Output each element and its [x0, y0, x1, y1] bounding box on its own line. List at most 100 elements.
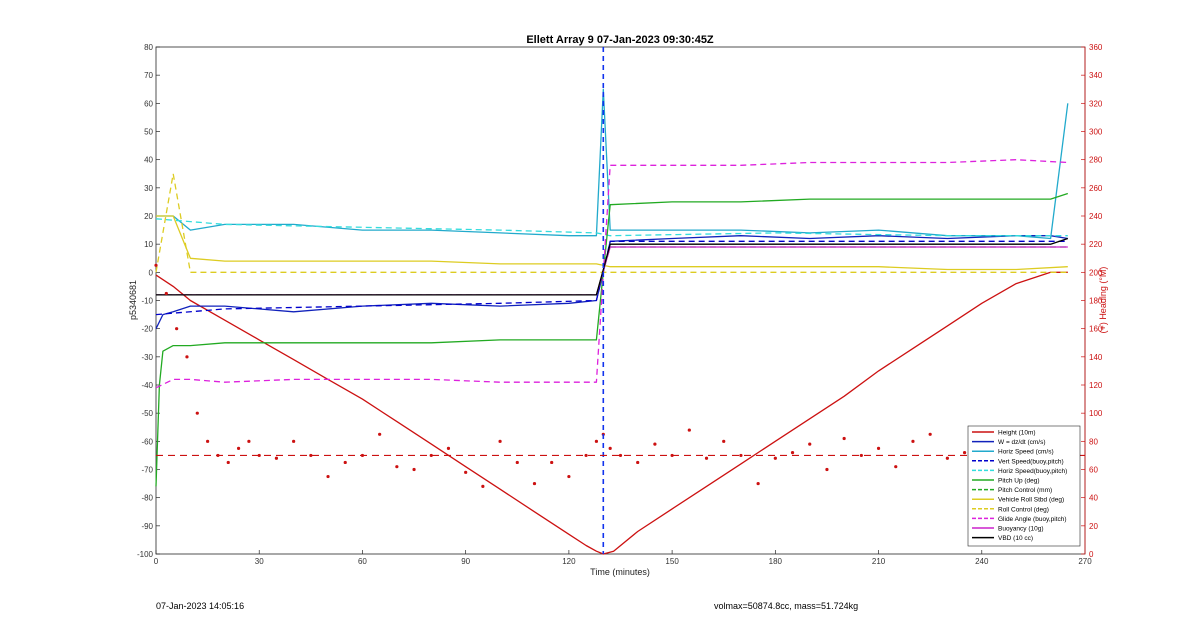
x-tick-label: 240: [975, 557, 989, 566]
y-axis-left-label: p5340681: [128, 280, 138, 320]
heading-point: [236, 446, 241, 450]
heading-point: [962, 451, 967, 455]
y-right-tick-label: 0: [1089, 550, 1094, 559]
x-tick-label: 120: [562, 557, 576, 566]
y-axis-right-label: (+) Heading (°M): [1098, 267, 1108, 334]
heading-point: [618, 453, 623, 458]
y-right-tick-label: 340: [1089, 71, 1103, 80]
legend-entry: Vert Speed(buoy,pitch): [998, 458, 1064, 465]
heading-point: [185, 355, 189, 359]
legend-entry: Pitch Control (mm): [998, 487, 1052, 494]
x-tick-label: 0: [154, 557, 159, 566]
y-left-tick-label: -10: [141, 297, 153, 306]
heading-point: [584, 453, 588, 458]
legend-entry: Glide Angle (buoy,pitch): [998, 516, 1067, 523]
heading-point: [481, 484, 485, 488]
legend-entry: Pitch Up (deg): [998, 478, 1040, 485]
legend-entry: Horiz Speed(buoy,pitch): [998, 468, 1067, 475]
legend: Height (10m) W = dz/dt (cm/s) Horiz Speed …: [967, 425, 1081, 547]
x-axis-label: Time (minutes): [590, 567, 650, 577]
y-right-tick-label: 360: [1089, 43, 1103, 52]
y-right-tick-label: 200: [1089, 268, 1103, 277]
heading-point: [206, 439, 210, 443]
heading-point: [687, 428, 691, 432]
x-tick-label: 90: [461, 557, 470, 566]
legend-entry: Roll Control (deg): [998, 506, 1049, 513]
series-heading: [154, 263, 1070, 528]
y-right-tick-label: 180: [1089, 297, 1103, 306]
y-right-tick-label: 100: [1089, 409, 1103, 418]
series-vbd-10-cc: [156, 237, 1069, 296]
heading-point: [704, 456, 709, 460]
heading-point: [825, 467, 829, 472]
legend-entry: Height (10m): [998, 430, 1036, 437]
y-left-tick-label: -100: [137, 550, 154, 559]
series-height-10m: [155, 271, 1068, 555]
x-tick-label: 210: [872, 557, 886, 566]
heading-point: [790, 451, 795, 455]
chart-title: Ellett Array 9 07-Jan-2023 09:30:45Z: [526, 34, 714, 46]
y-left-tick-label: 20: [144, 212, 153, 221]
y-right-tick-label: 260: [1089, 184, 1103, 193]
footer-volmax: volmax=50874.8cc, mass=51.724kg: [714, 601, 859, 611]
series-glide-angle-buoy-pitch: [155, 159, 1068, 389]
heading-point: [532, 481, 537, 486]
y-left-tick-label: 0: [149, 268, 154, 277]
heading-point: [464, 470, 468, 474]
heading-point: [292, 439, 296, 443]
x-tick-label: 270: [1078, 557, 1092, 566]
y-left-tick-label: -40: [141, 381, 153, 390]
x-tick-label: 60: [358, 557, 367, 566]
footer-timestamp: 07-Jan-2023 14:05:16: [156, 601, 245, 611]
plot-area: [155, 46, 1086, 555]
y-left-tick-label: 30: [144, 184, 153, 193]
heading-point: [164, 291, 168, 296]
heading-point: [911, 439, 915, 443]
heading-point: [395, 465, 399, 469]
heading-point: [446, 446, 451, 450]
y-right-tick-label: 320: [1089, 99, 1103, 108]
heading-point: [756, 481, 760, 486]
y-right-tick-label: 80: [1089, 437, 1098, 446]
y-left-tick-label: 80: [144, 43, 153, 52]
heading-point: [247, 439, 251, 443]
legend-entry: Horiz Speed (cm/s): [998, 449, 1054, 456]
heading-point: [608, 446, 612, 450]
y-left-tick-label: -30: [141, 353, 153, 362]
heading-point: [773, 456, 777, 460]
heading-point: [808, 442, 812, 446]
y-axis-left-ticks: 80 70 60 50 40 30 20 10 0 -10 -20 -30 -40 -50 -60 -70 -8…: [137, 43, 160, 559]
series-horiz-speed-buoy-pitch: [155, 218, 1068, 237]
y-right-tick-label: 240: [1089, 212, 1103, 221]
legend-entry: VBD (10 cc): [998, 535, 1033, 542]
heading-point: [154, 263, 158, 267]
y-left-tick-label: 60: [144, 99, 153, 108]
series-layer: [154, 88, 1070, 555]
y-left-tick-label: -80: [141, 494, 153, 503]
heading-point: [567, 474, 571, 479]
x-tick-label: 180: [769, 557, 783, 566]
heading-point: [653, 442, 657, 446]
heading-point: [343, 460, 347, 465]
heading-point: [722, 439, 726, 443]
y-right-tick-label: 280: [1089, 156, 1103, 165]
y-right-tick-label: 20: [1089, 522, 1098, 531]
heading-point: [859, 453, 863, 458]
y-left-tick-label: -60: [141, 437, 153, 446]
y-right-tick-label: 220: [1089, 240, 1103, 249]
heading-point: [429, 453, 433, 458]
heading-point: [309, 453, 313, 458]
legend-entry: W = dz/dt (cm/s): [998, 439, 1046, 446]
heading-point: [928, 432, 932, 436]
heading-point: [636, 460, 640, 465]
y-left-tick-label: -20: [141, 325, 153, 334]
heading-point: [594, 439, 599, 443]
legend-entry: Buoyancy (10g): [998, 526, 1044, 533]
heading-point: [195, 411, 199, 415]
y-right-tick-label: 140: [1089, 353, 1103, 362]
y-left-tick-label: 70: [144, 71, 153, 80]
y-left-tick-label: -90: [141, 522, 153, 531]
heading-point: [274, 456, 279, 460]
x-tick-label: 30: [255, 557, 264, 566]
